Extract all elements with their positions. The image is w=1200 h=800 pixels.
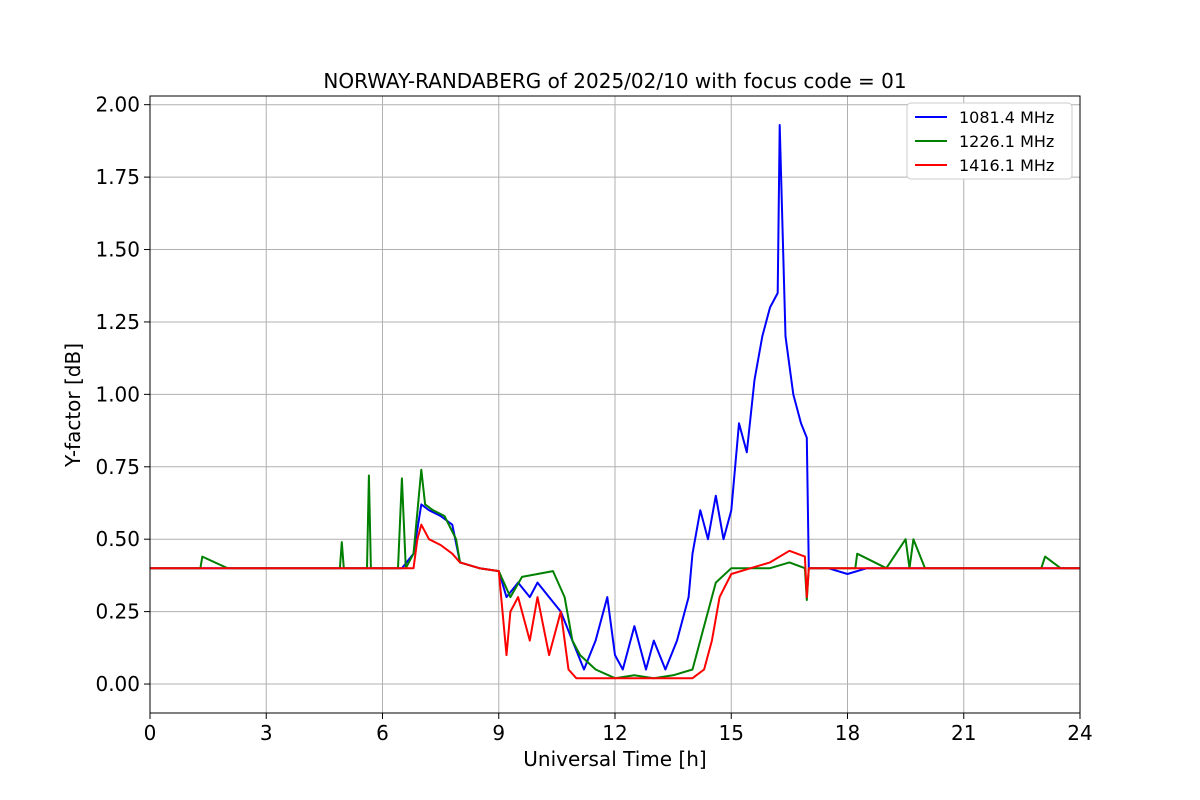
x-tick-label: 12 — [602, 721, 627, 745]
x-tick-label: 24 — [1067, 721, 1092, 745]
y-tick-label: 1.50 — [95, 238, 140, 262]
x-tick-label: 15 — [719, 721, 744, 745]
x-tick-label: 9 — [492, 721, 505, 745]
legend-label: 1416.1 MHz — [959, 156, 1054, 175]
legend: 1081.4 MHz 1226.1 MHz 1416.1 MHz — [906, 102, 1073, 180]
y-axis-ticks: 0.00 0.25 0.50 0.75 1.00 1.25 1.50 1.75 2.00 — [95, 93, 150, 696]
y-tick-label: 1.25 — [95, 310, 140, 334]
x-tick-label: 3 — [260, 721, 273, 745]
series-line — [150, 523, 1080, 680]
series-line — [150, 124, 1080, 671]
x-axis-label: Universal Time [h] — [523, 747, 706, 771]
y-tick-label: 1.00 — [95, 382, 140, 406]
y-axis-label: Y-factor [dB] — [61, 343, 85, 468]
legend-box — [906, 102, 1073, 180]
y-tick-label: 0.75 — [95, 455, 140, 479]
x-tick-label: 6 — [376, 721, 389, 745]
y-tick-label: 2.00 — [95, 93, 140, 117]
legend-label: 1081.4 MHz — [959, 108, 1054, 127]
x-axis-ticks: 0 3 6 9 12 15 18 21 24 — [144, 713, 1093, 745]
series-layer — [150, 124, 1080, 680]
y-tick-label: 0.25 — [95, 600, 140, 624]
y-tick-label: 1.75 — [95, 165, 140, 189]
x-tick-label: 18 — [835, 721, 860, 745]
y-tick-label: 0.50 — [95, 527, 140, 551]
chart-title: NORWAY-RANDABERG of 2025/02/10 with focu… — [323, 69, 906, 93]
x-tick-label: 0 — [144, 721, 157, 745]
x-tick-label: 21 — [951, 721, 976, 745]
legend-label: 1226.1 MHz — [959, 132, 1054, 151]
y-tick-label: 0.00 — [95, 672, 140, 696]
